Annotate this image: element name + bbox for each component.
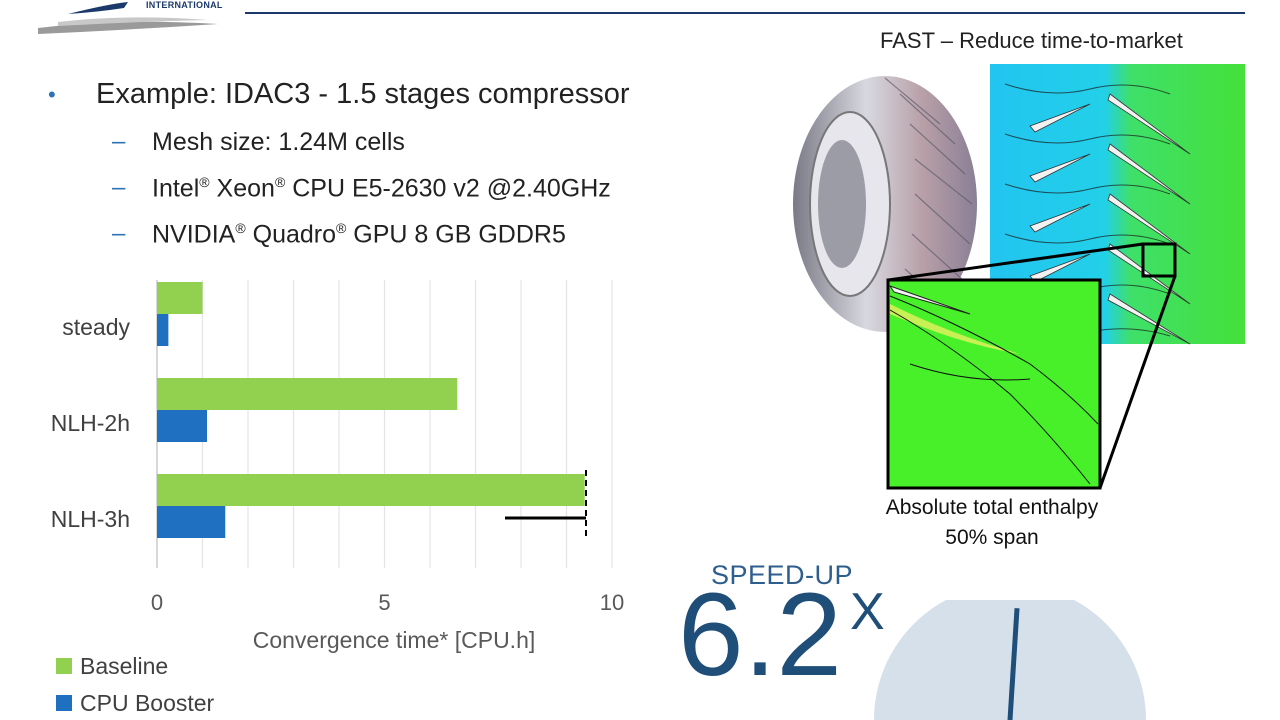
category-label: NLH-2h (51, 410, 130, 436)
company-logo (38, 2, 218, 34)
gauge-needle (1007, 608, 1020, 720)
zoom-source-box (1141, 242, 1177, 278)
bar-baseline (157, 378, 458, 410)
category-label: steady (62, 314, 130, 340)
bar-cpu-booster (157, 410, 208, 442)
x-tick-label: 0 (151, 590, 163, 615)
sub-bullet-mesh: Mesh size: 1.24M cells (152, 128, 405, 156)
bar-baseline (157, 282, 203, 314)
convergence-bar-chart: 0 5 10 steady NLH-2h NLH-3h Convergence time*… (51, 280, 624, 716)
cfd-caption-line1: Absolute total enthalpy (885, 496, 1099, 519)
dash-icon: – (112, 174, 126, 201)
legend-swatch (56, 658, 72, 674)
speedup-suffix: X (850, 583, 885, 641)
bar-baseline (157, 474, 585, 506)
x-tick-label: 10 (600, 590, 624, 615)
x-axis-title: Convergence time* [CPU.h] (253, 627, 536, 653)
legend-swatch (56, 695, 72, 711)
bar-cpu-booster (157, 506, 226, 538)
dash-icon: – (112, 220, 126, 247)
legend-label: CPU Booster (80, 690, 215, 716)
sub-bullet-cpu: Intel® Xeon® CPU E5-2630 v2 @2.40GHz (152, 174, 611, 203)
cfd-caption-line2: 50% span (945, 526, 1039, 549)
dash-icon: – (112, 128, 126, 155)
speedup-value: 6.2 (678, 569, 843, 701)
speedup-gauge (874, 600, 1146, 720)
legend-label: Baseline (80, 653, 168, 679)
cfd-visualization (793, 64, 1245, 490)
sub-bullet-gpu: NVIDIA® Quadro® GPU 8 GB GDDR5 (152, 220, 566, 249)
bar-cpu-booster (157, 314, 169, 346)
logo-text: INTERNATIONAL (146, 0, 223, 10)
bullet-dot-icon: • (48, 82, 56, 107)
category-label: NLH-3h (51, 506, 130, 532)
bullet-main-text: Example: IDAC3 - 1.5 stages compressor (96, 78, 630, 110)
speedup-label: SPEED-UP (711, 560, 854, 590)
compressor-render (793, 76, 977, 332)
header-rule (245, 12, 1245, 14)
x-tick-label: 5 (378, 590, 390, 615)
slide-subtitle: FAST – Reduce time-to-market (880, 28, 1183, 53)
gauge-dial (874, 600, 1146, 720)
